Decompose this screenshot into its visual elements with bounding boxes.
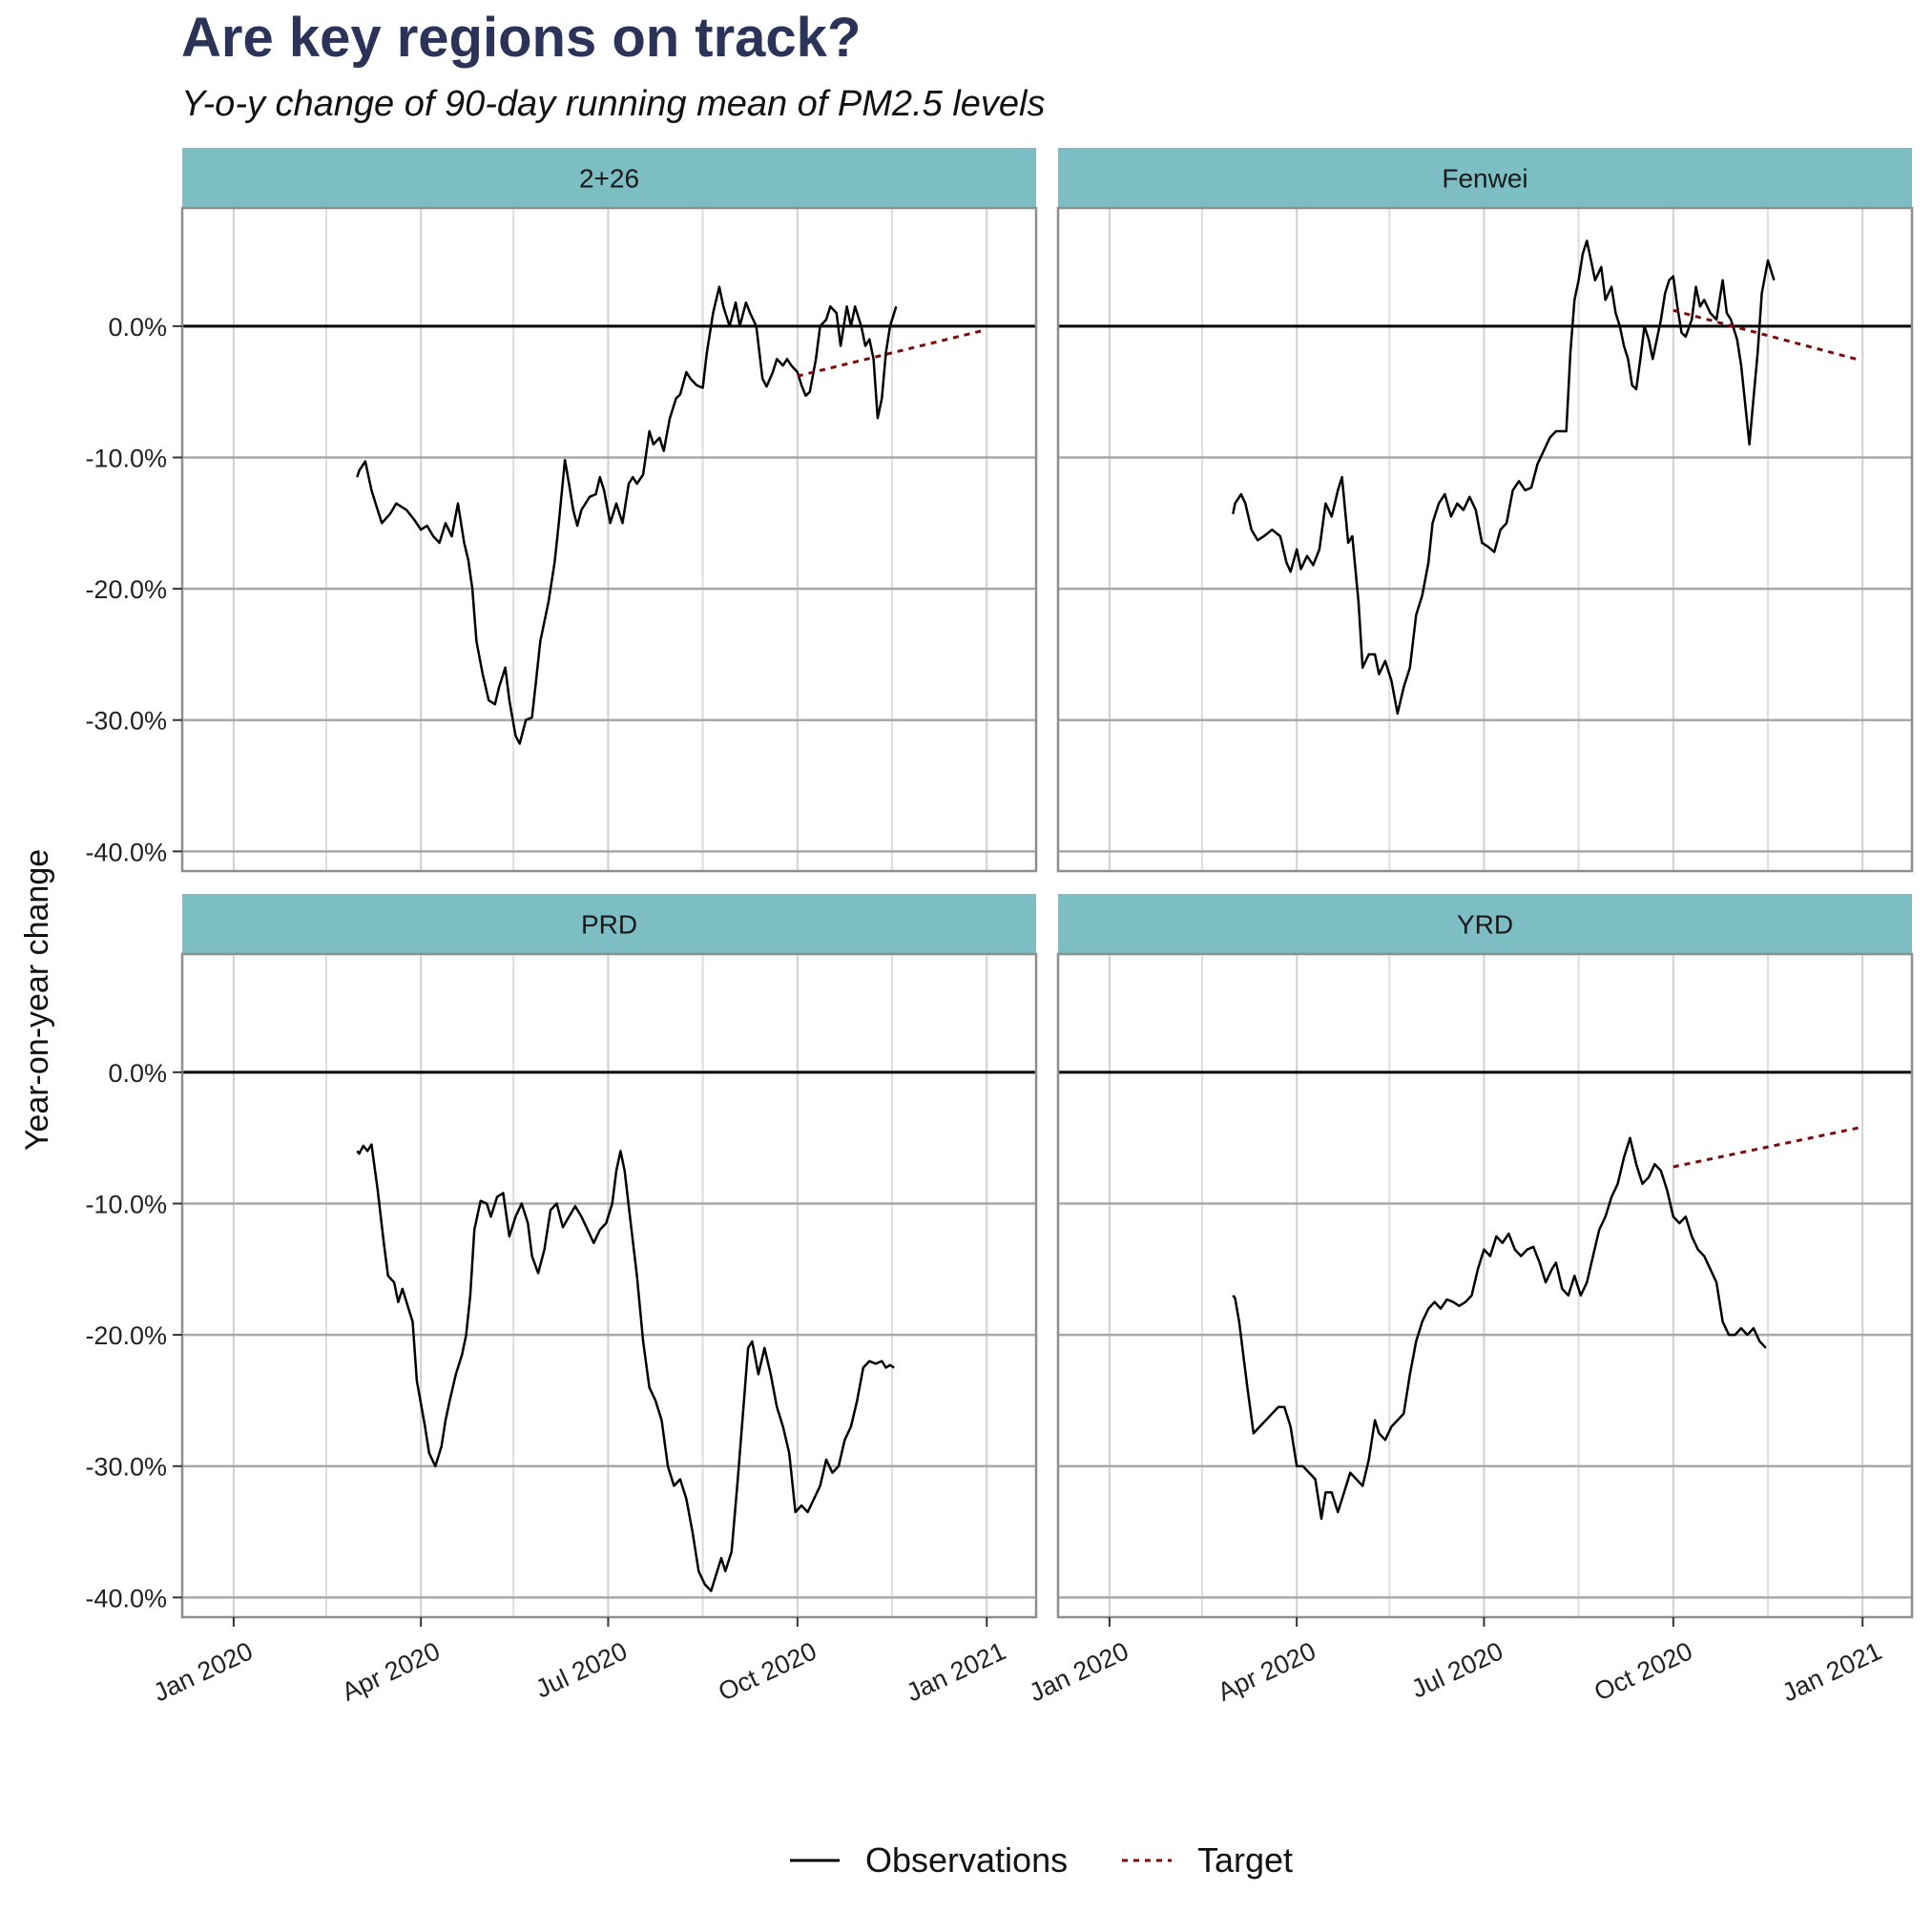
panel-background [1058,208,1912,871]
y-tick-label: -20.0% [85,575,167,604]
y-axis-title: Year-on-year change [19,849,55,1151]
target-line [1672,1126,1861,1169]
y-tick-label: -10.0% [85,1190,167,1218]
legend-target-label: Target [1197,1840,1293,1880]
panel-border [1056,952,1914,1619]
y-tick-label: -40.0% [85,1584,167,1612]
x-tick-label: Apr 2020 [1214,1636,1320,1707]
observations-line [1232,1136,1767,1521]
panel-prd: PRD 0.0% -10.0% -20.0% -30.0% -40.0% Jan 2020 A… [85,894,1038,1707]
y-tick-label: -40.0% [85,838,167,866]
panel-border [180,952,1038,1619]
panel-fenwei: Fenwei [1056,148,1914,873]
panel-background [1058,954,1912,1617]
y-tick-label: 0.0% [108,1059,167,1088]
panel-background [182,208,1036,871]
target-line [797,328,986,378]
observations-line [356,285,898,745]
panel-strip-label: PRD [581,910,637,940]
x-tick-label: Jul 2020 [1407,1636,1507,1703]
panel-yrd: YRD Jan 2020 Apr 2020 Jul 2020 Oct 2020 Jan 2… [1025,894,1914,1707]
observations-line [1232,239,1776,716]
panel-border [1056,206,1914,873]
panel-strip [1058,148,1912,208]
y-tick-label: -10.0% [85,444,167,472]
panel-strip [182,894,1036,954]
chart-subtitle: Y-o-y change of 90-day running mean of P… [181,84,1046,124]
target-line [1672,308,1861,363]
legend-observations-label: Observations [865,1840,1068,1880]
x-tick-label: Jan 2021 [902,1636,1009,1707]
x-tick-label: Jan 2020 [1025,1636,1132,1707]
legend: Observations Target [790,1840,1293,1880]
panel-strip-label: Fenwei [1442,164,1527,194]
y-tick-label: -30.0% [85,707,167,736]
panel-background [182,954,1036,1617]
observations-line [356,1143,895,1592]
panel-border [180,206,1038,873]
panel-2-26: 2+26 0.0% -10.0% -20.0% -30.0% -40.0% [85,148,1038,873]
chart-title: Are key regions on track? [181,7,862,69]
x-tick-label: Apr 2020 [338,1636,445,1707]
x-tick-label: Oct 2020 [714,1636,821,1706]
x-tick-label: Jul 2020 [531,1636,632,1703]
panel-strip-label: 2+26 [579,164,639,194]
y-tick-label: -20.0% [85,1321,167,1350]
panel-strip [182,148,1036,208]
y-tick-label: -30.0% [85,1453,167,1482]
panel-strip [1058,894,1912,954]
x-tick-label: Jan 2021 [1777,1636,1885,1707]
x-tick-label: Oct 2020 [1589,1636,1696,1706]
y-tick-label: 0.0% [108,313,167,342]
x-tick-label: Jan 2020 [149,1636,257,1707]
panel-strip-label: YRD [1457,910,1513,940]
